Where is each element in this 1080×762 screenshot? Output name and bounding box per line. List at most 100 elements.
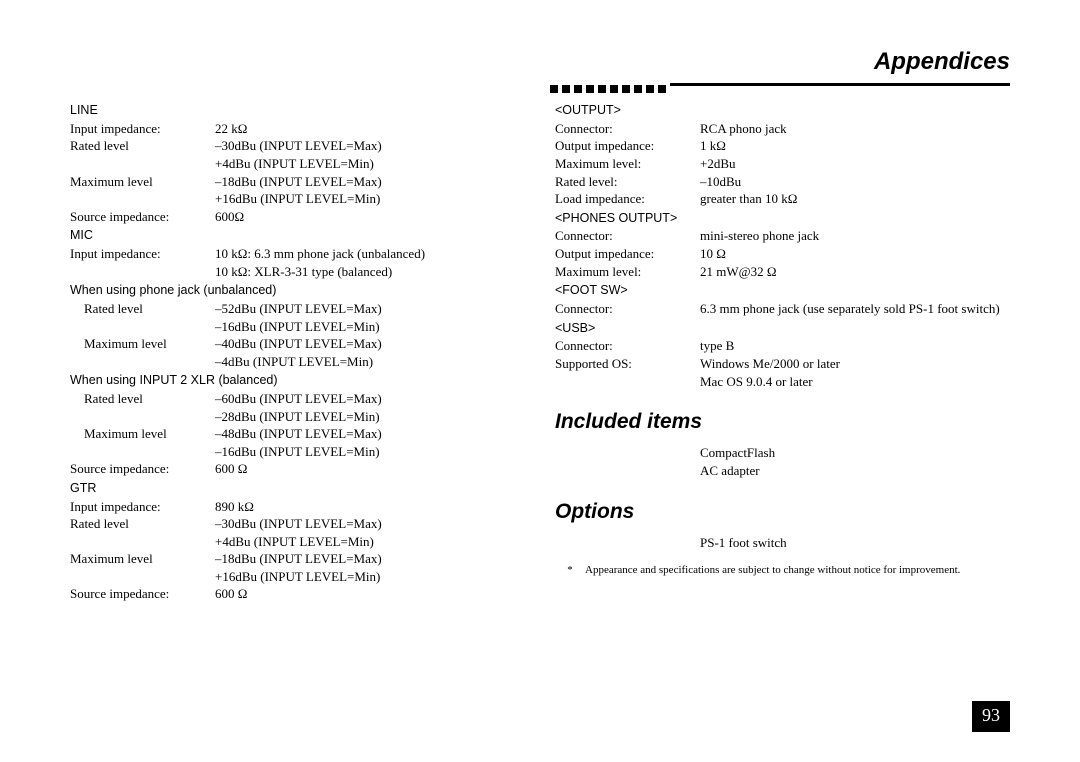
spec-row: Rated level–30dBu (INPUT LEVEL=Max) xyxy=(70,515,525,533)
options-title: Options xyxy=(555,498,1010,526)
spec-row: Load impedance:greater than 10 kΩ xyxy=(555,190,1010,208)
spec-row: Connector:RCA phono jack xyxy=(555,120,1010,138)
spec-row: Maximum level–18dBu (INPUT LEVEL=Max) xyxy=(70,550,525,568)
spec-value: –10dBu xyxy=(700,173,1010,191)
spec-row: +16dBu (INPUT LEVEL=Min) xyxy=(70,568,525,586)
spec-row: Mac OS 9.0.4 or later xyxy=(555,373,1010,391)
spec-value: 22 kΩ xyxy=(215,120,525,138)
spec-value: 6.3 mm phone jack (use separately sold P… xyxy=(700,300,1010,318)
spec-label: Rated level: xyxy=(555,173,700,191)
spec-value: type B xyxy=(700,337,1010,355)
spec-value: +16dBu (INPUT LEVEL=Min) xyxy=(215,568,525,586)
spec-label: Input impedance: xyxy=(70,498,215,516)
spec-label: Source impedance: xyxy=(70,208,215,226)
spec-row: Connector:mini-stereo phone jack xyxy=(555,227,1010,245)
spec-row: Rated level:–10dBu xyxy=(555,173,1010,191)
spec-label: Maximum level xyxy=(70,335,215,353)
spec-value: 1 kΩ xyxy=(700,137,1010,155)
page-header-title: Appendices xyxy=(874,48,1010,76)
spec-value: 10 Ω xyxy=(700,245,1010,263)
spec-row: Output impedance:10 Ω xyxy=(555,245,1010,263)
spec-row: –4dBu (INPUT LEVEL=Min) xyxy=(70,353,525,371)
spec-label: Connector: xyxy=(555,337,700,355)
spec-label: Source impedance: xyxy=(70,460,215,478)
included-item: CompactFlash xyxy=(555,444,1010,462)
spec-value: +4dBu (INPUT LEVEL=Min) xyxy=(215,533,525,551)
spec-value: 890 kΩ xyxy=(215,498,525,516)
spec-value: Windows Me/2000 or later xyxy=(700,355,1010,373)
spec-value: –40dBu (INPUT LEVEL=Max) xyxy=(215,335,525,353)
left-column: LINE Input impedance:22 kΩ Rated level–3… xyxy=(70,100,525,722)
spec-label: Output impedance: xyxy=(555,137,700,155)
spec-value: 600 Ω xyxy=(215,460,525,478)
spec-label: Rated level xyxy=(70,515,215,533)
options-item: PS-1 foot switch xyxy=(555,534,1010,552)
spec-label: Input impedance: xyxy=(70,245,215,263)
spec-value: mini-stereo phone jack xyxy=(700,227,1010,245)
section-line: LINE xyxy=(70,102,525,119)
spec-row: Maximum level–18dBu (INPUT LEVEL=Max) xyxy=(70,173,525,191)
spec-value: 10 kΩ: XLR-3-31 type (balanced) xyxy=(215,263,525,281)
spec-row: Rated level–30dBu (INPUT LEVEL=Max) xyxy=(70,137,525,155)
spec-label: Rated level xyxy=(70,390,215,408)
page-number: 93 xyxy=(972,701,1010,732)
spec-row: –16dBu (INPUT LEVEL=Min) xyxy=(70,318,525,336)
spec-value: Mac OS 9.0.4 or later xyxy=(700,373,1010,391)
spec-value: 10 kΩ: 6.3 mm phone jack (unbalanced) xyxy=(215,245,525,263)
spec-row: Rated level–60dBu (INPUT LEVEL=Max) xyxy=(70,390,525,408)
spec-value: –18dBu (INPUT LEVEL=Max) xyxy=(215,173,525,191)
spec-value: +2dBu xyxy=(700,155,1010,173)
spec-row: Maximum level:+2dBu xyxy=(555,155,1010,173)
spec-label: Source impedance: xyxy=(70,585,215,603)
spec-row: +4dBu (INPUT LEVEL=Min) xyxy=(70,533,525,551)
section-output: <OUTPUT> xyxy=(555,102,1010,119)
footnote-asterisk: * xyxy=(555,563,585,578)
footnote: * Appearance and specifications are subj… xyxy=(555,563,1010,578)
spec-value: –16dBu (INPUT LEVEL=Min) xyxy=(215,443,525,461)
section-phones: <PHONES OUTPUT> xyxy=(555,210,1010,227)
spec-value: –30dBu (INPUT LEVEL=Max) xyxy=(215,515,525,533)
options-title-text: Options xyxy=(555,500,634,523)
spec-label: Output impedance: xyxy=(555,245,700,263)
spec-row: Source impedance:600Ω xyxy=(70,208,525,226)
spec-value: –18dBu (INPUT LEVEL=Max) xyxy=(215,550,525,568)
spec-label: Rated level xyxy=(70,300,215,318)
section-mic: MIC xyxy=(70,227,525,244)
spec-row: +16dBu (INPUT LEVEL=Min) xyxy=(70,190,525,208)
header-rule xyxy=(550,80,1010,88)
spec-value: RCA phono jack xyxy=(700,120,1010,138)
included-items-title: Included items xyxy=(555,408,1010,436)
spec-value: 600Ω xyxy=(215,208,525,226)
lines-icon xyxy=(955,498,1010,538)
spec-row: Output impedance:1 kΩ xyxy=(555,137,1010,155)
spec-row: Input impedance:22 kΩ xyxy=(70,120,525,138)
spec-row: Input impedance:10 kΩ: 6.3 mm phone jack… xyxy=(70,245,525,263)
spec-label: Input impedance: xyxy=(70,120,215,138)
spec-row: Supported OS:Windows Me/2000 or later xyxy=(555,355,1010,373)
spec-value: 21 mW@32 Ω xyxy=(700,263,1010,281)
section-footsw: <FOOT SW> xyxy=(555,282,1010,299)
spec-label: Maximum level: xyxy=(555,155,700,173)
spec-row: Input impedance:890 kΩ xyxy=(70,498,525,516)
spec-label: Maximum level xyxy=(70,550,215,568)
spec-label: Load impedance: xyxy=(555,190,700,208)
spec-label: Rated level xyxy=(70,137,215,155)
spec-row: Connector:type B xyxy=(555,337,1010,355)
spec-value: +16dBu (INPUT LEVEL=Min) xyxy=(215,190,525,208)
spec-row: Source impedance:600 Ω xyxy=(70,585,525,603)
spec-row: Maximum level–48dBu (INPUT LEVEL=Max) xyxy=(70,425,525,443)
section-phonejack: When using phone jack (unbalanced) xyxy=(70,282,525,299)
spec-row: +4dBu (INPUT LEVEL=Min) xyxy=(70,155,525,173)
spec-label: Connector: xyxy=(555,120,700,138)
spec-row: Rated level–52dBu (INPUT LEVEL=Max) xyxy=(70,300,525,318)
spec-row: –28dBu (INPUT LEVEL=Min) xyxy=(70,408,525,426)
spec-value: –28dBu (INPUT LEVEL=Min) xyxy=(215,408,525,426)
section-xlr: When using INPUT 2 XLR (balanced) xyxy=(70,372,525,389)
spec-label: Maximum level xyxy=(70,173,215,191)
included-item: AC adapter xyxy=(555,462,1010,480)
spec-label: Connector: xyxy=(555,300,700,318)
spec-row: 10 kΩ: XLR-3-31 type (balanced) xyxy=(70,263,525,281)
spec-label: Connector: xyxy=(555,227,700,245)
spec-value: –16dBu (INPUT LEVEL=Min) xyxy=(215,318,525,336)
spec-value: CompactFlash xyxy=(700,444,1010,462)
